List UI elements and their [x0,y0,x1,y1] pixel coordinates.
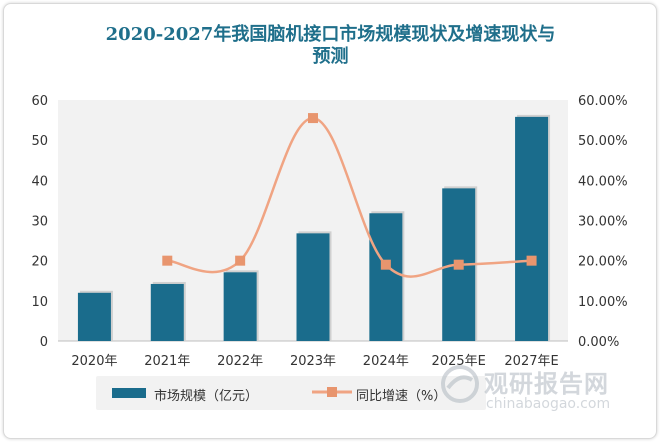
growth-marker [526,255,537,266]
y-left-tick-label: 10 [31,295,48,310]
y-left-tick-label: 40 [31,174,48,189]
y-left-tick-label: 30 [31,215,48,230]
growth-marker [380,259,391,270]
y-right-tick-label: 20.00% [578,255,628,270]
bar [223,272,257,341]
legend-line-label: 同比增速（%） [356,389,447,404]
y-right-tick-label: 60.00% [578,94,628,109]
x-tick-label: 2025年E [432,354,486,369]
y-right-tick-label: 30.00% [578,215,628,230]
x-tick-label: 2021年 [144,354,190,369]
y-left-tick-label: 60 [31,94,48,109]
chart-title: 2020-2027年我国脑机接口市场规模现状及增速现状与 预测 [0,24,661,68]
x-tick-label: 2023年 [290,354,336,369]
bar [77,292,111,341]
y-right-tick-label: 50.00% [578,134,628,149]
legend-bar-label: 市场规模（亿元） [154,389,259,404]
x-tick-label: 2022年 [217,354,263,369]
y-right-tick-label: 40.00% [578,174,628,189]
watermark-logo-icon [441,365,479,403]
growth-marker [453,259,464,270]
watermark-en: chinabaogao.com [486,396,611,412]
bar [515,116,549,342]
bar [369,213,403,341]
watermark: 观研报告网 chinabaogao.com [440,362,640,422]
x-tick-label: 2024年 [363,354,409,369]
y-left-tick-label: 50 [31,134,48,149]
watermark-cn: 观研报告网 [484,370,609,398]
legend-line-swatch [312,387,352,397]
chart-title-line2: 预测 [312,46,349,67]
bar [296,233,330,341]
growth-marker [308,113,318,124]
x-tick-label: 2020年 [71,354,117,369]
x-tick-label: 2027年E [504,354,558,369]
y-right-tick-label: 0.00% [578,335,619,350]
y-left-tick-label: 0 [40,335,48,350]
y-right-tick-label: 10.00% [578,295,628,310]
growth-marker [162,255,173,266]
growth-marker [235,255,246,266]
bar [150,283,184,341]
y-left-tick-label: 20 [31,255,48,270]
legend: 市场规模（亿元） 同比增速（%） [96,376,486,410]
legend-bar-swatch [112,388,146,398]
chart-title-line1: 2020-2027年我国脑机接口市场规模现状及增速现状与 [105,24,556,45]
